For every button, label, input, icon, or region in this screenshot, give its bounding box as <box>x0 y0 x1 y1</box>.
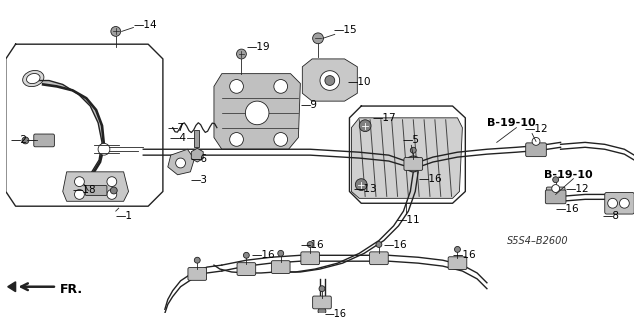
Text: —6: —6 <box>190 154 207 164</box>
Circle shape <box>318 307 326 315</box>
FancyBboxPatch shape <box>312 296 332 309</box>
Circle shape <box>319 286 325 292</box>
Text: —8: —8 <box>603 211 620 221</box>
Circle shape <box>320 71 340 90</box>
Text: —16: —16 <box>252 250 275 260</box>
Polygon shape <box>351 118 462 198</box>
Circle shape <box>376 241 382 248</box>
Circle shape <box>316 297 328 308</box>
Ellipse shape <box>26 73 40 84</box>
Polygon shape <box>63 172 129 201</box>
Circle shape <box>359 120 371 131</box>
Text: —16: —16 <box>556 204 579 214</box>
Circle shape <box>355 179 367 190</box>
Text: —12: —12 <box>524 124 548 134</box>
Circle shape <box>175 158 186 168</box>
Polygon shape <box>214 74 300 149</box>
Text: —17: —17 <box>372 113 396 123</box>
Circle shape <box>552 185 559 192</box>
Text: —10: —10 <box>348 78 371 87</box>
Text: FR.: FR. <box>60 283 83 296</box>
Text: —12: —12 <box>566 183 589 194</box>
Text: —19: —19 <box>246 42 270 52</box>
FancyBboxPatch shape <box>545 190 566 204</box>
Text: —13: —13 <box>353 183 377 194</box>
Circle shape <box>620 198 629 208</box>
Text: —16: —16 <box>452 250 476 260</box>
FancyBboxPatch shape <box>448 257 467 270</box>
Circle shape <box>98 143 110 155</box>
Circle shape <box>237 49 246 59</box>
Circle shape <box>74 189 84 199</box>
FancyBboxPatch shape <box>404 158 422 170</box>
FancyBboxPatch shape <box>188 268 207 280</box>
Text: —16: —16 <box>325 309 347 319</box>
Text: —7: —7 <box>168 122 185 133</box>
FancyBboxPatch shape <box>85 186 107 196</box>
Circle shape <box>278 250 284 256</box>
Circle shape <box>532 137 540 145</box>
Text: —16: —16 <box>418 174 442 184</box>
Text: B-19-10: B-19-10 <box>487 118 536 128</box>
Circle shape <box>312 33 323 44</box>
FancyBboxPatch shape <box>301 252 319 265</box>
Circle shape <box>22 137 29 144</box>
Circle shape <box>107 177 116 187</box>
Polygon shape <box>168 149 195 175</box>
FancyBboxPatch shape <box>525 143 547 157</box>
Circle shape <box>230 79 243 93</box>
Circle shape <box>74 177 84 187</box>
Text: —16: —16 <box>300 241 324 250</box>
Text: —3: —3 <box>190 175 207 185</box>
Circle shape <box>110 187 117 194</box>
Text: —2: —2 <box>11 135 28 145</box>
Ellipse shape <box>22 70 44 87</box>
Circle shape <box>454 247 460 252</box>
Text: —5: —5 <box>403 135 419 145</box>
FancyBboxPatch shape <box>605 192 634 214</box>
Circle shape <box>410 147 416 153</box>
Text: —16: —16 <box>384 241 408 250</box>
Polygon shape <box>302 59 357 101</box>
Circle shape <box>195 257 200 263</box>
FancyBboxPatch shape <box>271 261 290 273</box>
Text: —14: —14 <box>133 19 157 30</box>
FancyBboxPatch shape <box>34 134 54 147</box>
Polygon shape <box>8 282 15 292</box>
Polygon shape <box>39 80 104 192</box>
FancyBboxPatch shape <box>237 263 256 275</box>
Bar <box>195 130 199 147</box>
Circle shape <box>405 156 421 172</box>
Circle shape <box>111 26 121 36</box>
Text: —1: —1 <box>116 211 132 221</box>
Text: —15: —15 <box>333 26 357 35</box>
Circle shape <box>307 241 313 248</box>
Circle shape <box>274 133 287 146</box>
FancyBboxPatch shape <box>547 187 565 200</box>
Circle shape <box>274 79 287 93</box>
Circle shape <box>608 198 618 208</box>
Circle shape <box>245 101 269 125</box>
Text: B-19-10: B-19-10 <box>544 170 593 180</box>
Text: —4: —4 <box>170 133 187 144</box>
Text: —11: —11 <box>397 215 420 225</box>
Text: —18: —18 <box>72 185 96 196</box>
Text: —9: —9 <box>300 100 317 110</box>
Circle shape <box>107 189 116 199</box>
Text: S5S4–B2600: S5S4–B2600 <box>507 235 568 246</box>
Circle shape <box>553 177 559 183</box>
Circle shape <box>243 252 250 258</box>
Circle shape <box>230 133 243 146</box>
FancyBboxPatch shape <box>369 252 388 265</box>
Circle shape <box>325 76 335 85</box>
